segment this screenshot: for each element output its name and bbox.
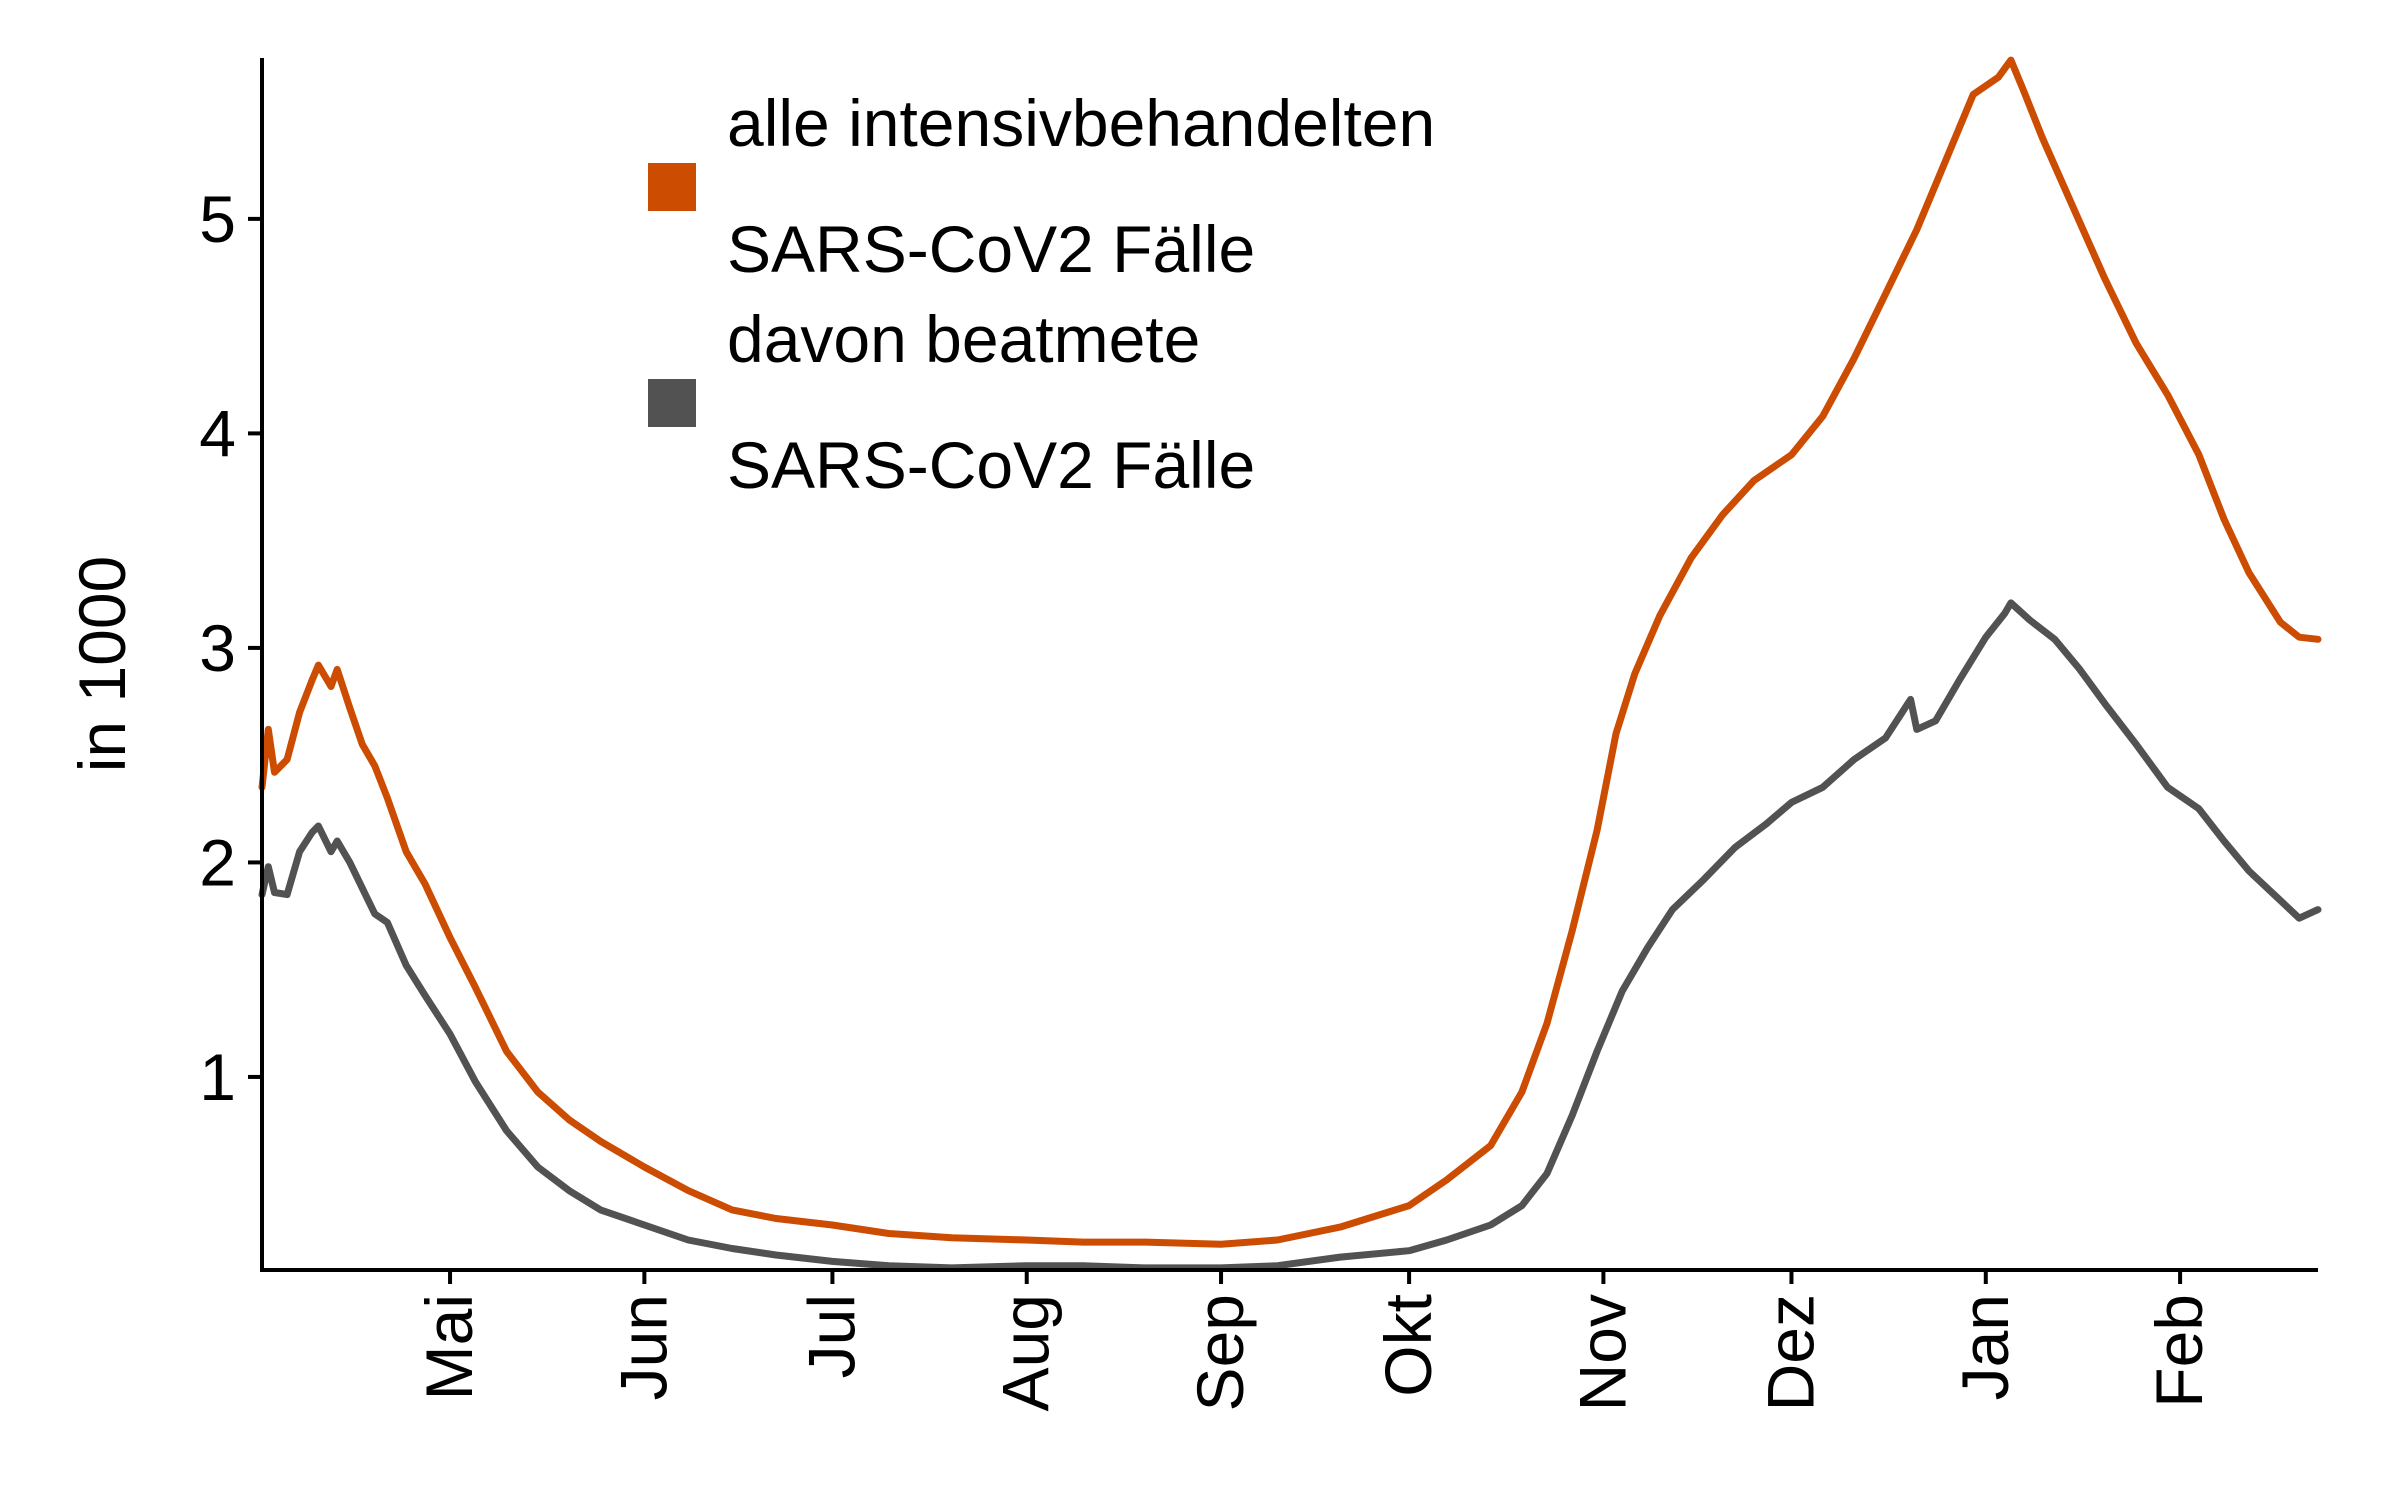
x-tick-label: Okt xyxy=(1371,1294,1445,1397)
y-axis-ticks: 1 2 3 4 5 xyxy=(199,182,262,1114)
x-tick-label: Nov xyxy=(1565,1294,1639,1411)
legend-label-1: SARS-CoV2 Fälle xyxy=(727,212,1255,286)
series-line-2 xyxy=(258,599,2322,1272)
x-tick-label: Jul xyxy=(794,1294,868,1378)
x-tick-label: Sep xyxy=(1183,1294,1257,1411)
y-tick-label: 5 xyxy=(199,182,236,256)
legend-label-2: davon beatmete xyxy=(727,302,1200,376)
y-tick-label: 4 xyxy=(199,396,236,470)
legend-key-2 xyxy=(648,379,696,427)
y-tick-label: 2 xyxy=(199,825,236,899)
x-axis-ticks: Mai Jun Jul Aug Sep Okt Nov Dez Jan Feb xyxy=(412,1270,2216,1411)
legend-label-2: SARS-CoV2 Fälle xyxy=(727,428,1255,502)
y-axis-title: in 1000 xyxy=(65,556,139,773)
legend-label-1: alle intensivbehandelten xyxy=(727,86,1435,160)
x-tick-label: Mai xyxy=(412,1294,486,1400)
x-tick-label: Jun xyxy=(606,1294,680,1400)
series-layer xyxy=(258,56,2322,1272)
x-tick-label: Aug xyxy=(989,1294,1063,1411)
series-line-1 xyxy=(258,56,2322,1248)
x-tick-label: Feb xyxy=(2142,1294,2216,1408)
x-tick-label: Dez xyxy=(1753,1294,1827,1411)
y-tick-label: 1 xyxy=(199,1040,236,1114)
x-tick-label: Jan xyxy=(1948,1294,2022,1400)
y-tick-label: 3 xyxy=(199,611,236,685)
legend: alle intensivbehandelten SARS-CoV2 Fälle d… xyxy=(648,86,1435,502)
legend-key-1 xyxy=(648,163,696,211)
